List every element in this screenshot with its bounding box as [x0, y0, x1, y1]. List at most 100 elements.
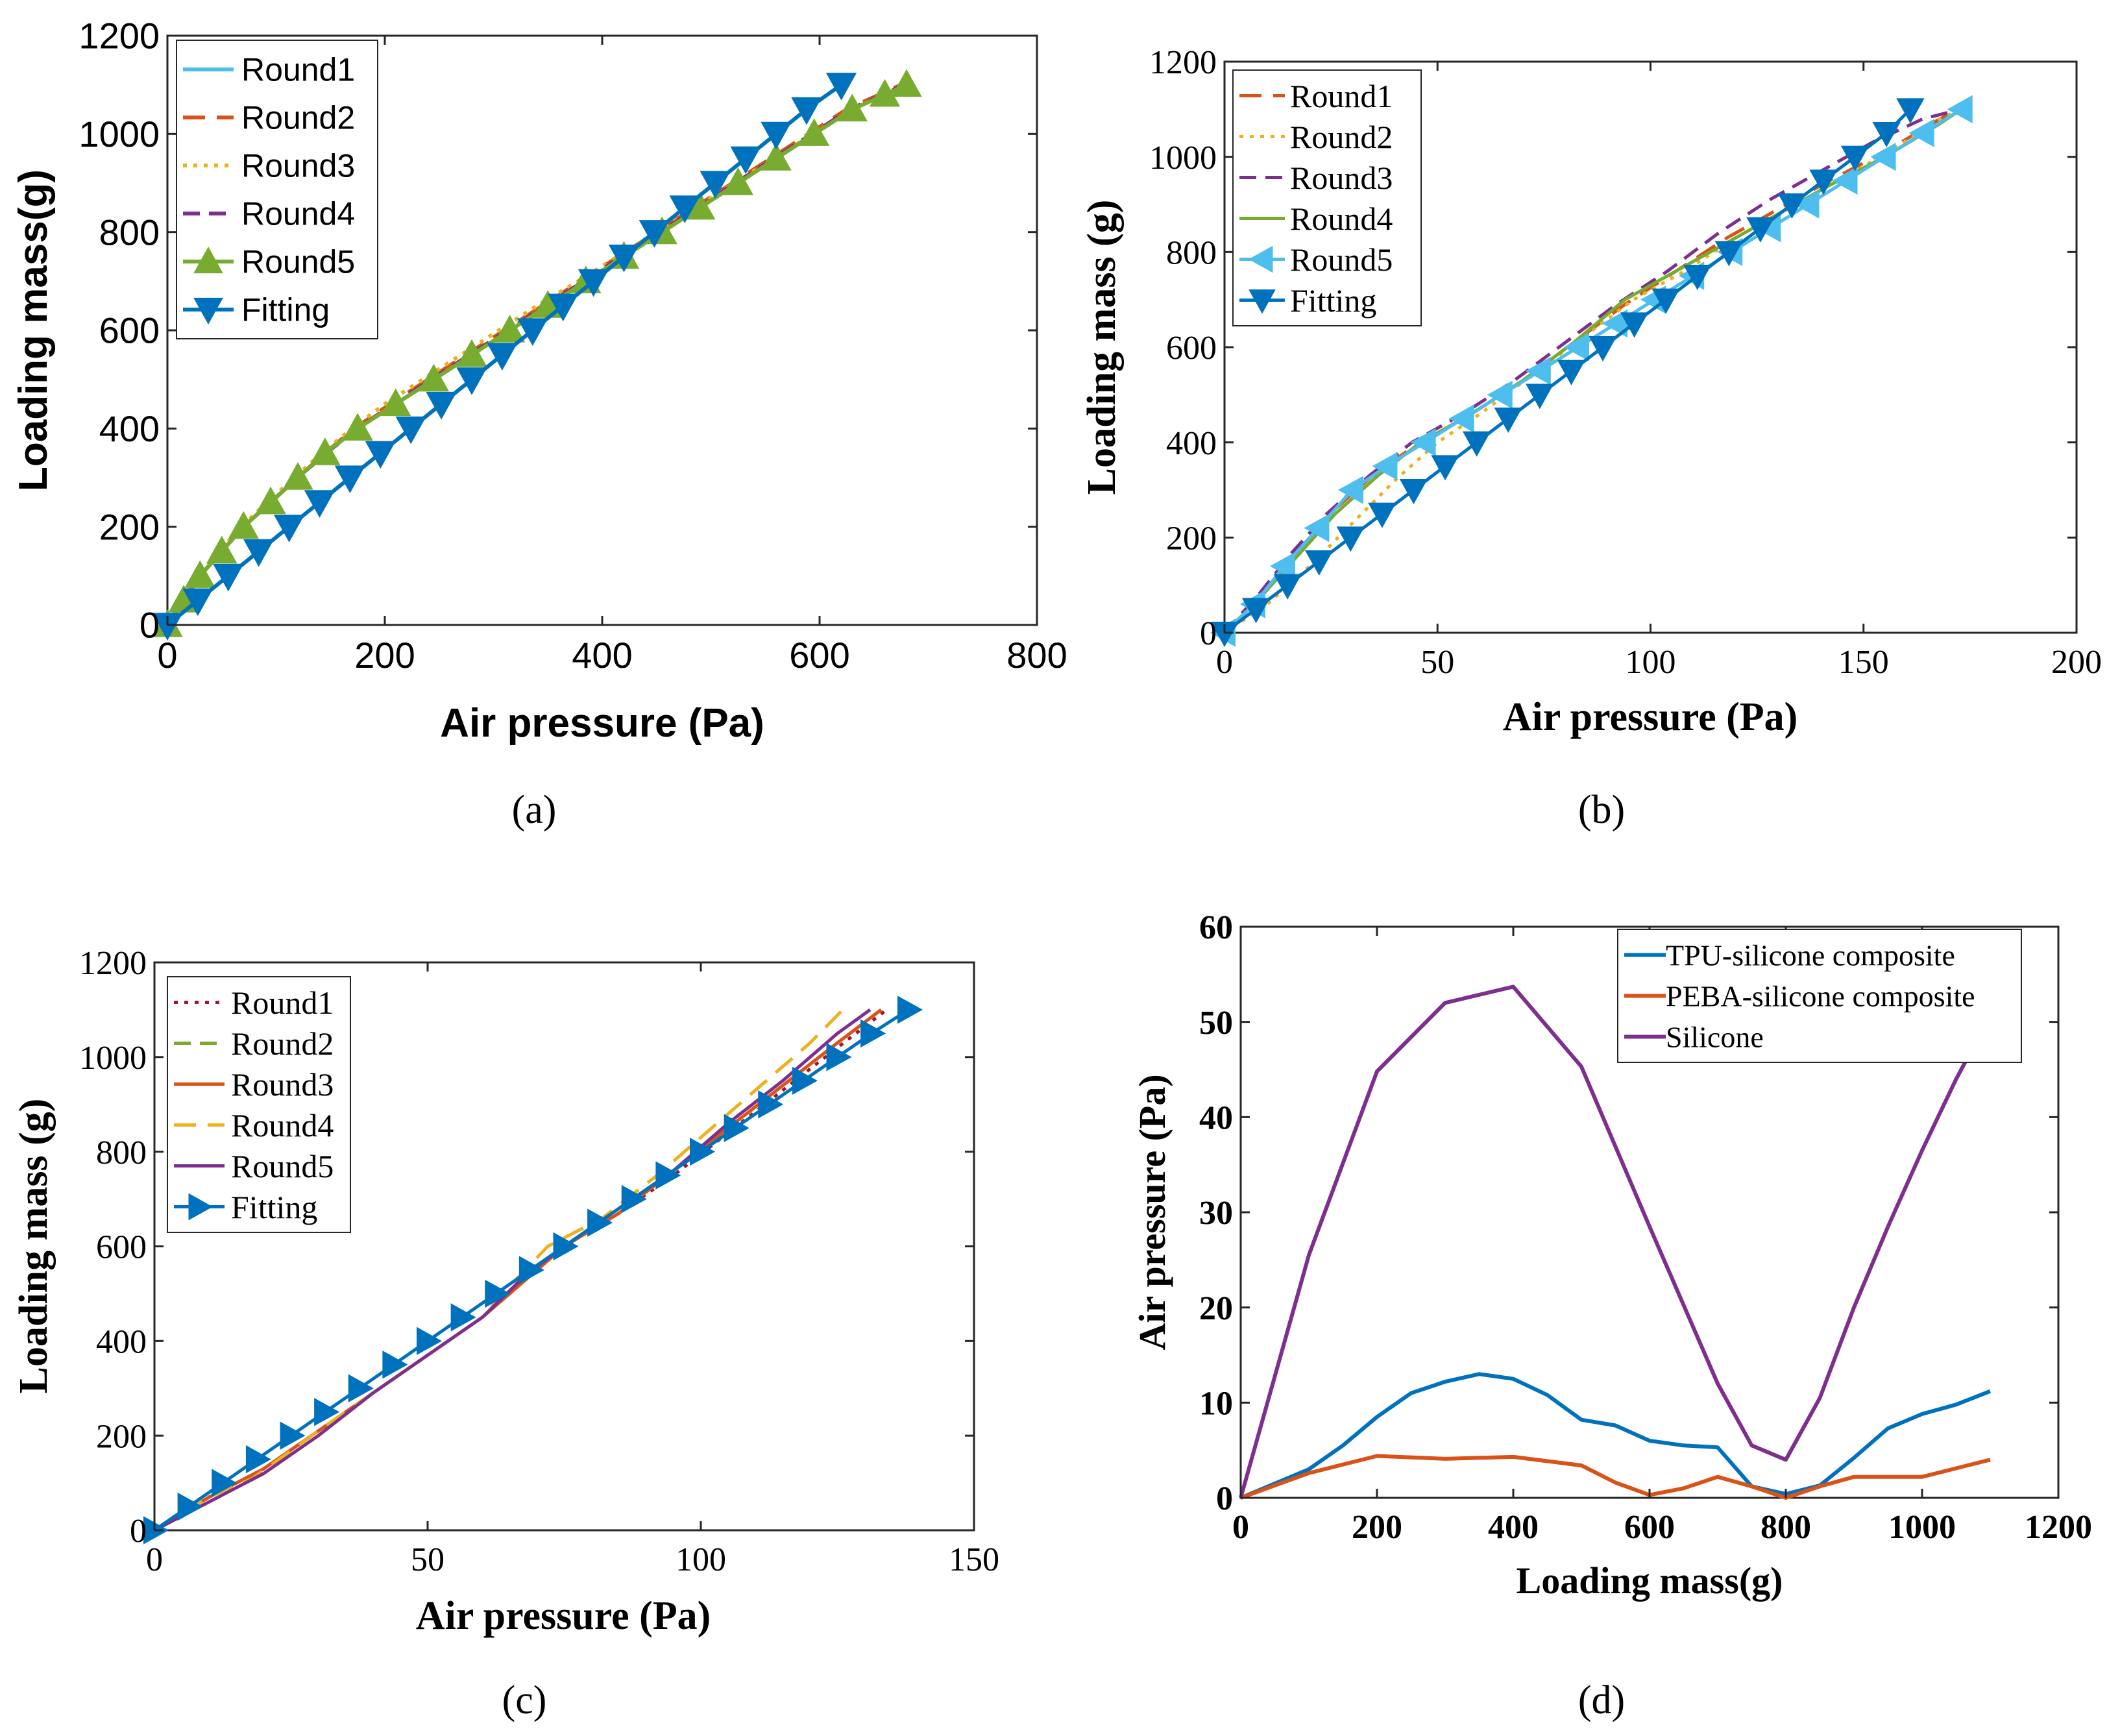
data-point-marker — [758, 1090, 784, 1119]
data-point-marker — [1809, 169, 1838, 195]
legend-marker — [1248, 245, 1273, 273]
legend: Round1 Round2 Round3 Round4 Round5 Fitting — [167, 976, 351, 1233]
data-point-marker — [1399, 479, 1428, 505]
x-tick-label: 200 — [354, 635, 415, 676]
data-point-marker — [1487, 380, 1513, 410]
legend-entry: Round1 — [1290, 78, 1393, 114]
axes-layer: 0 200 400 600 800 0 200 400 600 800 1000 1200 — [79, 16, 1067, 676]
data-point-marker — [1896, 98, 1925, 124]
legend-marker — [1249, 289, 1276, 314]
data-point-marker — [1269, 552, 1295, 581]
legend-entry: Round5 — [241, 244, 355, 280]
y-tick-label: 30 — [1199, 1195, 1233, 1232]
data-point-marker — [1794, 190, 1820, 219]
x-tick-label: 200 — [2051, 644, 2102, 681]
data-point-marker — [152, 613, 183, 641]
data-point-marker — [548, 293, 579, 322]
x-tick-label: 150 — [949, 1541, 999, 1578]
chart-panel-b: 0 50 100 150 200 0 200 400 600 800 1000 1200 Round1… — [1080, 44, 2102, 739]
data-point-marker — [722, 167, 754, 195]
data-point-marker — [1448, 404, 1474, 433]
data-point-marker — [485, 1279, 511, 1308]
data-point-marker — [825, 73, 857, 101]
series-layer — [1210, 95, 1973, 648]
x-axis-label: Air pressure (Pa) — [416, 1594, 711, 1638]
y-tick-label: 400 — [1166, 425, 1217, 462]
y-tick-label: 1200 — [79, 945, 147, 982]
data-point-marker — [282, 461, 313, 490]
y-axis-label: Loading mass (g) — [12, 1099, 56, 1394]
data-point-marker — [342, 413, 373, 441]
y-tick-label: 600 — [99, 310, 160, 351]
y-tick-label: 20 — [1199, 1290, 1233, 1327]
y-tick-label: 10 — [1199, 1386, 1233, 1423]
data-point-marker — [791, 97, 822, 125]
data-point-marker — [690, 1137, 716, 1166]
data-point-marker — [450, 1303, 476, 1332]
legend: Round1 Round2 Round3 Round4 Round5 Fitting — [1232, 69, 1422, 326]
series-line-tpu-silicone-composite — [1239, 1372, 1992, 1500]
y-tick-label: 400 — [96, 1324, 147, 1361]
data-point-marker — [1336, 526, 1365, 552]
y-tick-label: 1000 — [79, 1040, 147, 1077]
series-line-peba-silicone-composite — [1239, 1454, 1991, 1500]
data-point-marker — [245, 1445, 271, 1474]
x-tick-label: 100 — [676, 1541, 726, 1578]
data-point-marker — [334, 465, 366, 494]
data-point-marker — [798, 118, 830, 146]
panel-label-b: (b) — [1578, 788, 1625, 832]
data-point-marker — [587, 1208, 613, 1237]
x-tick-label: 100 — [1626, 644, 1676, 681]
data-point-marker — [1372, 452, 1398, 481]
legend-entry: Round2 — [241, 100, 355, 136]
data-point-marker — [897, 996, 923, 1024]
data-point-marker — [213, 563, 244, 592]
data-point-marker — [365, 441, 396, 469]
legend-entry: Round3 — [1290, 160, 1393, 196]
y-tick-label: 60 — [1199, 909, 1233, 946]
series-line-round2 — [1223, 108, 1962, 635]
data-point-marker — [494, 314, 526, 343]
data-point-marker — [456, 367, 487, 395]
data-point-marker — [348, 1374, 374, 1402]
data-point-marker — [1337, 476, 1363, 504]
data-point-marker — [792, 1066, 818, 1095]
x-tick-label: 0 — [146, 1541, 163, 1578]
y-tick-label: 600 — [96, 1229, 147, 1266]
x-tick-label: 150 — [1838, 644, 1889, 681]
series-layer — [1239, 984, 1992, 1500]
data-point-marker — [730, 146, 761, 175]
y-tick-label: 0 — [1216, 1480, 1233, 1517]
panel-label-a: (a) — [512, 788, 557, 832]
legend-marker — [193, 246, 223, 274]
data-point-marker — [1305, 550, 1334, 576]
data-point-marker — [724, 1114, 749, 1142]
data-point-marker — [639, 220, 670, 248]
y-tick-label: 200 — [99, 506, 160, 547]
data-point-marker — [608, 244, 640, 273]
legend-entry: Round2 — [1290, 119, 1393, 155]
y-axis-label: Air pressure (Pa) — [1131, 1074, 1173, 1350]
data-point-marker — [1947, 95, 1973, 124]
data-point-marker — [1589, 336, 1617, 362]
y-tick-label: 0 — [130, 1513, 147, 1550]
data-point-marker — [1494, 408, 1522, 434]
data-point-marker — [836, 93, 868, 122]
legend-box — [167, 976, 351, 1233]
data-point-marker — [1714, 241, 1743, 267]
legend-entry: Round1 — [231, 984, 334, 1021]
data-point-marker — [212, 1469, 238, 1497]
data-point-marker — [1525, 356, 1551, 385]
x-tick-label: 800 — [1761, 1509, 1811, 1546]
data-point-marker — [184, 560, 215, 588]
data-point-marker — [487, 343, 518, 371]
data-point-marker — [1563, 333, 1589, 361]
data-point-marker — [1870, 142, 1896, 171]
y-tick-label: 200 — [96, 1418, 147, 1455]
data-point-marker — [553, 1232, 579, 1261]
legend-entry: Round4 — [1290, 201, 1393, 237]
data-point-marker — [869, 79, 901, 107]
legend-box — [1232, 69, 1422, 326]
x-axis-label: Air pressure (Pa) — [440, 701, 764, 746]
